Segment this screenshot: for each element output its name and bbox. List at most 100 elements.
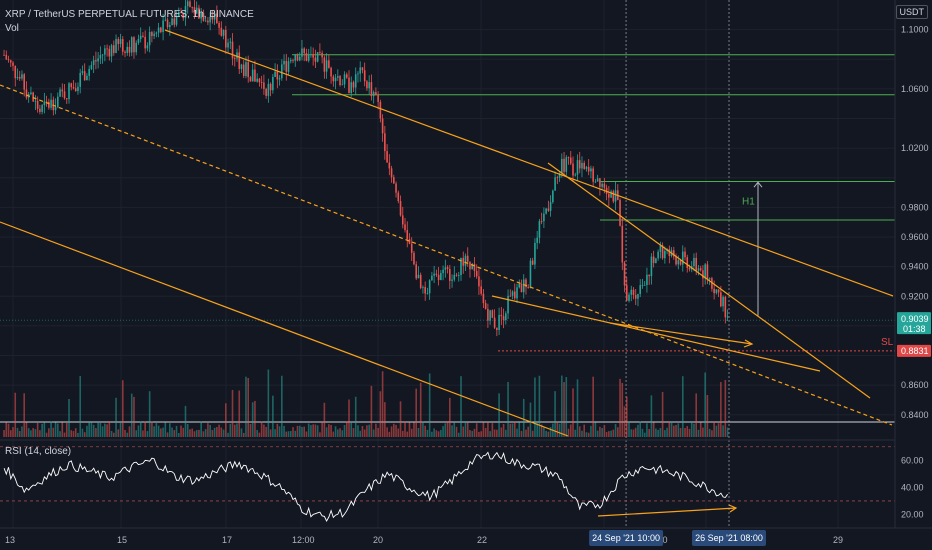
candle-body (722, 296, 724, 307)
volume-bar (381, 371, 384, 437)
volume-bar (191, 428, 194, 437)
candle-body (628, 294, 630, 301)
candle-body (218, 22, 220, 28)
volume-bar (605, 432, 608, 437)
candle-body (95, 60, 97, 62)
candle-body (68, 83, 70, 100)
candle-body (393, 177, 395, 184)
volume-bar (601, 427, 603, 437)
candle-body (684, 251, 686, 258)
volume-bar (323, 402, 326, 437)
candle-body (310, 54, 312, 56)
volume-bar (260, 421, 263, 437)
candle-body (540, 221, 543, 222)
candle-body (632, 289, 635, 295)
candle-body (498, 314, 500, 331)
candle-body (576, 160, 579, 175)
volume-bar (164, 422, 167, 437)
volume-bar (590, 425, 592, 437)
volume-bar (242, 432, 245, 437)
candle-body (130, 37, 133, 53)
volume-bar (543, 427, 545, 437)
volume-bar (39, 430, 41, 437)
candle-body (207, 20, 209, 23)
volume-bar (133, 396, 135, 437)
candle-body (449, 268, 451, 281)
volume-label: Vol (5, 23, 19, 34)
volume-bar (285, 431, 288, 437)
volume-bar (177, 432, 180, 437)
volume-bar (166, 432, 169, 437)
currency-badge[interactable]: USDT (895, 5, 928, 19)
volume-bar (690, 421, 693, 437)
candle-body (350, 82, 353, 93)
sl-label: SL (881, 337, 894, 348)
volume-bar (455, 426, 458, 437)
candle-body (184, 6, 187, 19)
volume-bar (668, 421, 671, 437)
candle-body (715, 289, 718, 294)
time-marker-label: 26 Sep '21 08:00 (695, 533, 763, 543)
candle-body (529, 260, 532, 288)
candle-body (267, 83, 270, 96)
sl-price-badge (897, 344, 931, 357)
volume-bar (124, 429, 126, 437)
candle-body (294, 54, 297, 61)
candle-body (204, 20, 207, 22)
candle-body (48, 101, 50, 108)
volume-bar (401, 430, 404, 437)
candle-body (319, 52, 321, 54)
candle-body (108, 48, 111, 57)
volume-bar (88, 422, 90, 437)
candle-body (86, 75, 88, 81)
candle-body (507, 295, 509, 314)
volume-bar (160, 428, 162, 437)
candle-body (478, 276, 480, 287)
candle-body (480, 286, 482, 294)
price-tick-label: 1.0600 (901, 84, 929, 94)
candle-body (341, 84, 344, 86)
volume-bar (79, 376, 82, 437)
candle-body (567, 157, 570, 159)
candle-body (104, 48, 106, 55)
volume-bar (426, 429, 429, 437)
candle-body (57, 96, 59, 108)
candle-body (419, 274, 422, 288)
candle-body (724, 296, 727, 318)
price-tick-label: 0.8600 (901, 380, 929, 390)
candle-body (175, 16, 178, 25)
volume-bar (52, 427, 55, 437)
candlesticks (3, 0, 729, 337)
volume-bar (173, 430, 176, 437)
volume-bar (478, 431, 480, 437)
candle-body (713, 288, 715, 294)
candle-body (697, 268, 700, 271)
grid-lines (0, 0, 895, 528)
volume-bar (57, 423, 59, 437)
volume-bar (576, 379, 579, 437)
volume-bar (708, 428, 711, 437)
volume-bar (596, 430, 599, 437)
candle-body (406, 230, 409, 240)
volume-bar (298, 425, 301, 437)
candle-body (572, 163, 574, 176)
candle-body (222, 29, 225, 36)
volume-bar (581, 430, 583, 437)
volume-bar (139, 421, 142, 437)
volume-bar (126, 432, 129, 437)
volume-bar (453, 422, 456, 437)
candle-body (621, 225, 624, 263)
volume-bar (699, 422, 702, 437)
candle-body (581, 162, 583, 169)
volume-bar (648, 429, 650, 437)
candle-body (74, 88, 77, 92)
volume-bar (121, 380, 124, 437)
candle-body (242, 64, 245, 77)
volume-bar (695, 393, 698, 437)
candle-body (101, 54, 104, 56)
candle-body (236, 52, 238, 59)
candle-body (426, 293, 429, 295)
volume-bar (245, 376, 247, 437)
volume-bar (319, 432, 321, 437)
